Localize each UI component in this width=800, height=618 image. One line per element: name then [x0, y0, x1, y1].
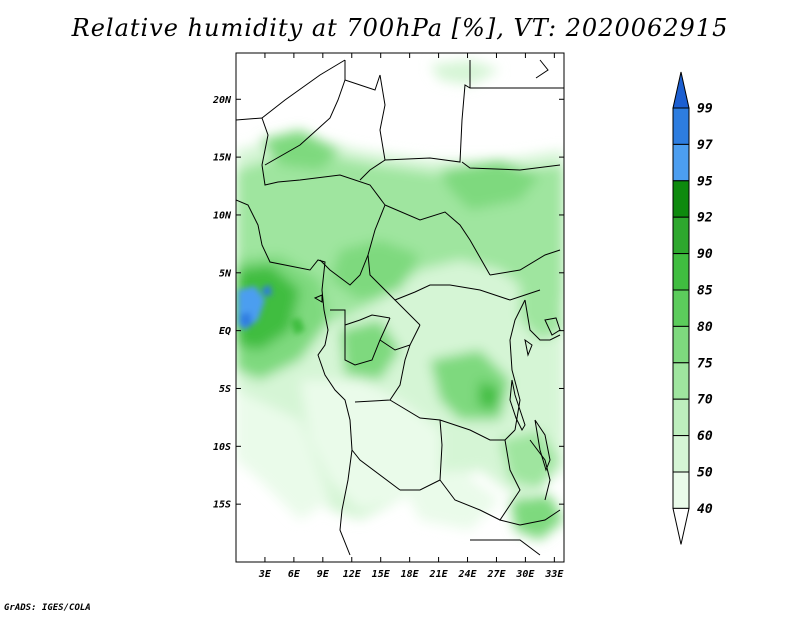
colorbar-bin — [672, 325, 690, 364]
colorbar-bin — [672, 143, 690, 182]
lat-tick-label: 5N — [219, 268, 232, 279]
map-title: Relative humidity at 700hPa [%], VT: 202… — [71, 14, 729, 42]
humidity-field — [236, 53, 564, 562]
lon-tick-label: 9E — [317, 569, 330, 580]
colorbar-label: 92 — [697, 211, 713, 226]
lon-tick-label: 30E — [515, 569, 535, 580]
colorbar-label: 97 — [697, 138, 713, 153]
map-frame — [235, 52, 565, 563]
lon-tick-label: 24E — [457, 569, 477, 580]
colorbar-bin — [672, 398, 690, 437]
colorbar-bin — [672, 71, 690, 109]
lon-tick-label: 33E — [544, 569, 564, 580]
lon-tick-label: 27E — [486, 569, 506, 580]
lon-axis: 3E 6E 9E 12E 15E 18E 21E 24E 27E 30E 33E — [258, 53, 564, 580]
lon-tick-label: 21E — [429, 569, 449, 580]
lat-tick-label: 15S — [213, 500, 231, 511]
lat-tick-label: 10N — [213, 210, 232, 221]
lat-tick-label: EQ — [219, 326, 231, 337]
lon-tick-label: 15E — [372, 569, 391, 580]
colorbar-bin — [672, 362, 690, 400]
colorbar-bin — [672, 435, 690, 473]
lat-tick-label: 15N — [213, 153, 232, 164]
colorbar-label: 75 — [697, 356, 713, 371]
colorbar-label: 95 — [697, 174, 713, 189]
lon-tick-label: 12E — [343, 569, 362, 580]
lat-tick-label: 10S — [213, 442, 231, 453]
colorbar-bin — [672, 253, 690, 291]
colorbar-bin — [672, 507, 690, 545]
colorbar-bin — [672, 289, 690, 327]
colorbar-label: 90 — [697, 247, 713, 262]
lat-tick-label: 5S — [219, 384, 231, 395]
colorbar-label: 85 — [697, 284, 713, 299]
lon-tick-label: 3E — [258, 569, 272, 580]
lon-tick-label: 6E — [288, 569, 301, 580]
colorbar-label: 50 — [697, 466, 713, 481]
country-borders — [236, 59, 564, 556]
lat-tick-label: 20N — [212, 95, 232, 106]
colorbar: 99 97 95 92 90 85 80 75 70 60 50 40 — [672, 71, 713, 545]
colorbar-bin — [672, 216, 690, 255]
grads-credit: GrADS: IGES/COLA — [4, 603, 91, 613]
colorbar-bin — [672, 471, 690, 509]
colorbar-label: 60 — [697, 429, 713, 444]
colorbar-label: 70 — [697, 393, 713, 408]
colorbar-bin — [672, 180, 690, 218]
lakes — [313, 59, 561, 472]
lon-tick-label: 18E — [401, 569, 420, 580]
colorbar-bin — [672, 107, 690, 145]
colorbar-label: 80 — [697, 320, 713, 335]
colorbar-label: 40 — [697, 502, 713, 517]
lat-axis: 20N 15N 10N 5N EQ 5S 10S 15S — [212, 95, 564, 511]
colorbar-label: 99 — [697, 102, 713, 117]
